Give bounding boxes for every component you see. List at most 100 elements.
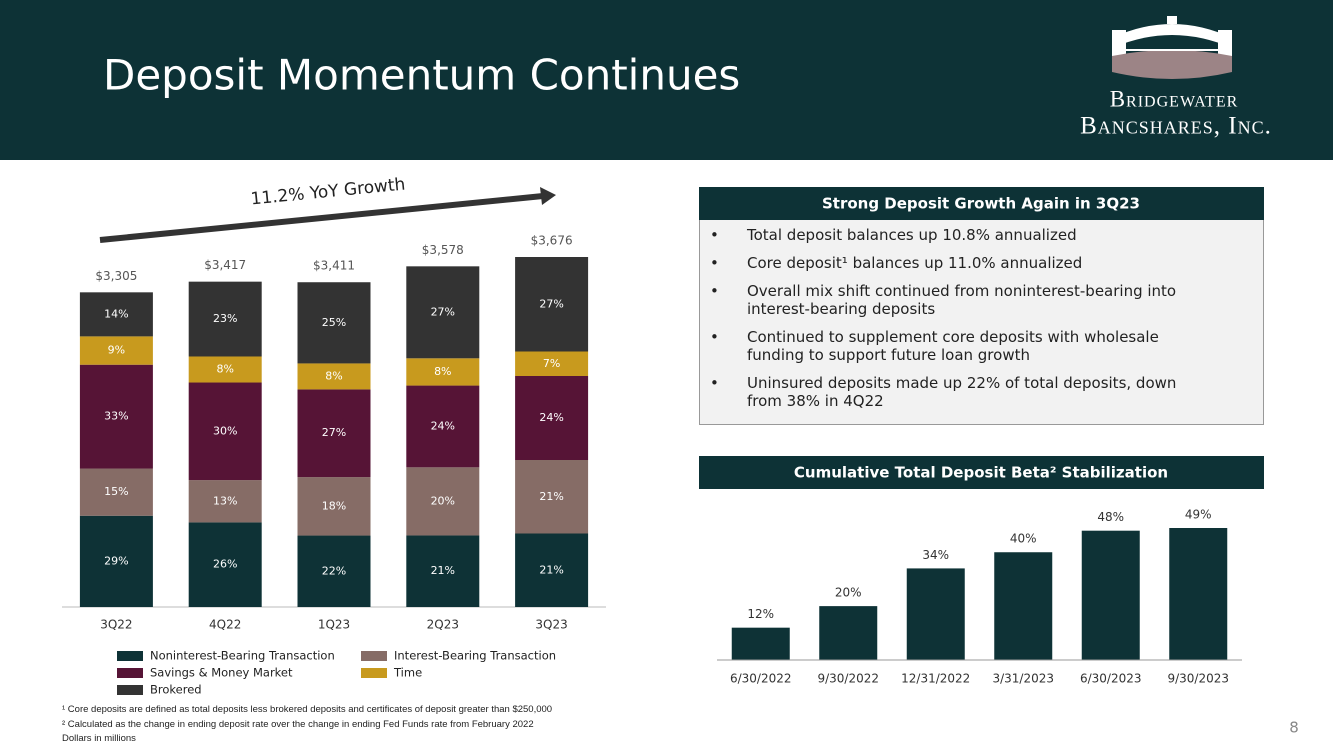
legend-swatch xyxy=(361,651,387,661)
segment-label: 25% xyxy=(322,316,346,329)
x-tick-label: 9/30/2023 xyxy=(1167,672,1229,686)
legend-label: Savings & Money Market xyxy=(150,666,293,680)
bullet: Uninsured deposits made up 22% of total … xyxy=(700,374,1207,410)
bar-segment xyxy=(406,358,480,386)
segment-label: 24% xyxy=(539,411,563,424)
bullet-list: Total deposit balances up 10.8% annualiz… xyxy=(700,220,1263,410)
segment-label: 23% xyxy=(213,312,237,325)
total-label: $3,305 xyxy=(95,269,137,283)
bar xyxy=(1081,530,1140,660)
bar-segment xyxy=(515,257,589,352)
bar-segment xyxy=(188,480,262,523)
bar xyxy=(906,568,965,660)
bullet: Overall mix shift continued from noninte… xyxy=(700,282,1207,318)
segment-label: 21% xyxy=(539,563,563,576)
value-label: 34% xyxy=(922,548,949,562)
legend-swatch xyxy=(117,685,143,695)
x-tick-label: 6/30/2022 xyxy=(730,672,792,686)
legend-label: Noninterest-Bearing Transaction xyxy=(150,649,335,663)
bullet: Total deposit balances up 10.8% annualiz… xyxy=(700,226,1207,244)
segment-label: 21% xyxy=(539,490,563,503)
segment-label: 8% xyxy=(434,365,451,378)
segment-label: 27% xyxy=(431,305,455,318)
bar-segment xyxy=(79,336,153,365)
bar-segment xyxy=(79,292,153,337)
growth-arrow xyxy=(99,187,556,243)
total-label: $3,578 xyxy=(422,243,464,257)
segment-label: 9% xyxy=(108,344,125,357)
chart-title: Cumulative Total Deposit Beta² Stabiliza… xyxy=(794,464,1168,482)
bar-segment xyxy=(79,468,153,516)
legend-label: Interest-Bearing Transaction xyxy=(394,649,556,663)
annotation: 11.2% YoY Growth xyxy=(250,174,406,209)
footnote: Dollars in millions xyxy=(62,733,136,744)
bar xyxy=(1169,528,1228,660)
segment-label: 8% xyxy=(216,363,233,376)
total-label: $3,417 xyxy=(204,258,246,272)
segment-label: 15% xyxy=(104,485,128,498)
panel-header xyxy=(699,187,1264,220)
bar-segment xyxy=(297,535,371,607)
bar-segment xyxy=(515,376,589,460)
bar-segment xyxy=(188,522,262,607)
value-label: 12% xyxy=(747,607,774,621)
bar-segment xyxy=(188,356,262,383)
bar-segment xyxy=(406,385,480,468)
bar-segment xyxy=(406,467,480,536)
x-tick-label: 4Q22 xyxy=(209,618,241,632)
x-tick-label: 12/31/2022 xyxy=(901,672,970,686)
bar xyxy=(994,552,1053,660)
segment-label: 20% xyxy=(431,494,455,507)
legend-label: Brokered xyxy=(150,683,202,697)
value-label: 49% xyxy=(1185,508,1212,522)
segment-label: 33% xyxy=(104,410,128,423)
page-number: 8 xyxy=(1289,719,1299,737)
bar-segment xyxy=(515,351,589,376)
x-tick-label: 1Q23 xyxy=(318,618,350,632)
x-tick-label: 9/30/2022 xyxy=(817,672,879,686)
logo-line: Bancshares, Inc. xyxy=(1080,113,1272,140)
bar-segment xyxy=(297,363,371,390)
bar-segment xyxy=(515,460,589,534)
legend-swatch xyxy=(361,668,387,678)
total-label: $3,411 xyxy=(313,259,355,273)
logo-line: Bridgewater xyxy=(1110,86,1239,111)
value-label: 20% xyxy=(835,586,862,600)
x-tick-label: 3Q22 xyxy=(100,618,132,632)
chart-header xyxy=(699,456,1264,489)
bar-segment xyxy=(515,533,589,607)
segment-label: 8% xyxy=(325,369,342,382)
segment-label: 22% xyxy=(322,564,346,577)
bar-segment xyxy=(79,364,153,469)
bar xyxy=(731,627,790,660)
footnote: ¹ Core deposits are defined as total dep… xyxy=(62,704,553,715)
bar-segment xyxy=(79,515,153,607)
total-label: $3,676 xyxy=(531,234,573,248)
footnote: ² Calculated as the change in ending dep… xyxy=(62,718,534,730)
slide-title: Deposit Momentum Continues xyxy=(103,51,740,100)
x-tick-label: 2Q23 xyxy=(427,618,459,632)
segment-label: 7% xyxy=(543,357,560,370)
bar-segment xyxy=(406,535,480,607)
bar-segment xyxy=(297,282,371,364)
header-band xyxy=(0,0,1333,160)
segment-label: 27% xyxy=(539,297,563,310)
segment-label: 13% xyxy=(213,494,237,507)
logo xyxy=(1112,16,1232,79)
segment-label: 30% xyxy=(213,424,237,437)
segment-label: 29% xyxy=(104,554,128,567)
value-label: 40% xyxy=(1010,532,1037,546)
legend-label: Time xyxy=(393,666,422,680)
legend-swatch xyxy=(117,651,143,661)
segment-label: 21% xyxy=(431,564,455,577)
bar-segment xyxy=(406,266,480,359)
footnotes: ¹ Core deposits are defined as total dep… xyxy=(62,703,552,747)
segment-label: 24% xyxy=(431,419,455,432)
segment-label: 26% xyxy=(213,558,237,571)
bullet: Continued to supplement core deposits wi… xyxy=(700,328,1207,364)
bar-segment xyxy=(188,382,262,481)
legend-swatch xyxy=(117,668,143,678)
x-tick-label: 6/30/2023 xyxy=(1080,672,1142,686)
